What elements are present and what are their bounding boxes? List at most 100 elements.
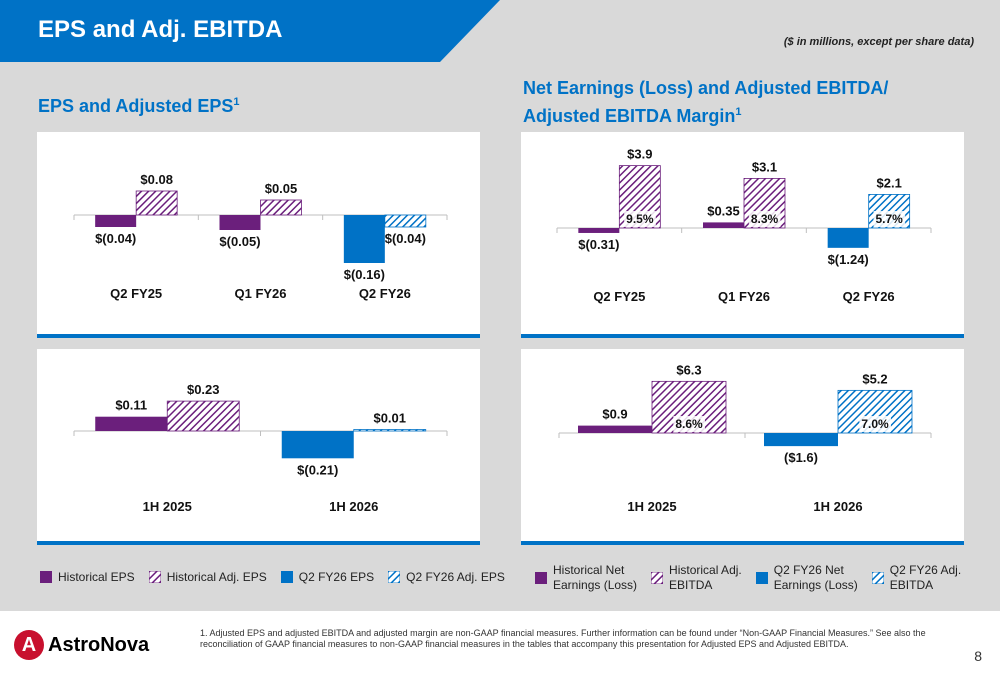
- page-number: 8: [974, 648, 982, 664]
- title-bar: [0, 0, 500, 62]
- category-label: Q1 FY26: [718, 289, 770, 304]
- category-label: 1H 2025: [143, 499, 192, 514]
- margin-label-bg: [873, 211, 906, 227]
- legend-item: Q2 FY26 Adj. EBITDA: [871, 563, 961, 593]
- legend-label: Historical Adj. EBITDA: [669, 563, 742, 593]
- legend-label-line2: Earnings (Loss): [553, 578, 638, 592]
- company-logo: A AstroNova: [14, 630, 149, 660]
- category-label: Q2 FY25: [110, 286, 162, 301]
- eps-legend: Historical EPS Historical Adj. EPS Q2 FY26…: [40, 570, 519, 584]
- category-label: Q2 FY26: [843, 289, 895, 304]
- margin-label: 8.3%: [751, 212, 779, 226]
- legend-item: Q2 FY26 EPS: [280, 570, 375, 584]
- logo-mark-icon: A: [14, 630, 44, 660]
- legend-label: Q2 FY26 Adj. EBITDA: [890, 563, 961, 593]
- ebitda-legend: Historical Net Earnings (Loss) Historical …: [535, 563, 975, 593]
- legend-item: Historical Adj. EPS: [148, 570, 267, 584]
- legend-item: Q2 FY26 Adj. EPS: [388, 570, 505, 584]
- data-label-adjusted: $0.01: [373, 411, 406, 426]
- legend-label-line1: Historical Adj.: [669, 563, 742, 577]
- margin-label-bg: [624, 211, 656, 227]
- data-label-adjusted: $5.2: [862, 371, 887, 386]
- data-label-reported: $(0.21): [297, 462, 338, 477]
- data-label-adjusted: $3.1: [752, 159, 777, 174]
- data-label-reported: ($1.6): [784, 450, 818, 465]
- ebitda-section-title-line2-text: Adjusted EBITDA Margin: [523, 106, 736, 126]
- category-label: 1H 2026: [813, 499, 862, 514]
- ebitda-section-title-sup: 1: [735, 106, 742, 118]
- legend-swatch-icon: [535, 572, 547, 584]
- units-note: ($ in millions, except per share data): [783, 36, 974, 48]
- data-label-adjusted: $0.05: [265, 181, 298, 196]
- legend-item: Historical Net Earnings (Loss): [535, 563, 637, 593]
- legend-swatch-icon: [148, 571, 161, 583]
- margin-label-bg: [748, 211, 781, 227]
- bar-reported: [827, 228, 869, 248]
- ebitda-section-title-line1: Net Earnings (Loss) and Adjusted EBITDA/: [523, 78, 889, 98]
- eps-section-title-sup: 1: [233, 96, 240, 108]
- ebitda-section-title-line2: Adjusted EBITDA Margin1: [523, 100, 888, 128]
- margin-label: 7.0%: [861, 417, 889, 431]
- eps-quarterly-panel: $(0.04) $0.08 Q2 FY25 $(0.05) $0.05 Q1 FY26 $(…: [37, 132, 480, 338]
- legend-item: Q2 FY26 Net Earnings (Loss): [755, 563, 858, 593]
- legend-label-line1: Historical Net: [553, 563, 625, 577]
- eps-section-title-text: EPS and Adjusted EPS: [38, 96, 234, 116]
- legend-swatch-icon: [871, 572, 884, 584]
- legend-label: Historical Net Earnings (Loss): [553, 563, 637, 593]
- legend-swatch-icon: [755, 572, 768, 584]
- legend-label: Q2 FY26 Adj. EPS: [406, 570, 505, 584]
- legend-label-line1: Q2 FY26 Adj.: [889, 563, 962, 577]
- bar-reported: [219, 215, 261, 230]
- legend-label-line2: Earnings (Loss): [773, 578, 858, 592]
- legend-label: Historical Adj. EPS: [166, 570, 267, 584]
- data-label-reported: $0.11: [115, 398, 147, 413]
- data-label-reported: $(0.31): [578, 237, 619, 252]
- margin-label: 5.7%: [875, 212, 903, 226]
- legend-label-line2: EBITDA: [889, 578, 934, 592]
- legend-swatch-icon: [40, 571, 52, 583]
- margin-label-bg: [673, 416, 706, 432]
- ebitda-halfyear-chart: $0.9 $6.3 8.6% 1H 2025 ($1.6) $5.2 7.0% 1H 2026: [558, 362, 932, 514]
- eps-quarterly-chart: $(0.04) $0.08 Q2 FY25 $(0.05) $0.05 Q1 FY26 $(…: [73, 172, 448, 301]
- data-label-adjusted: $0.08: [140, 172, 173, 187]
- legend-swatch-icon: [388, 571, 401, 583]
- legend-label: Q2 FY26 EPS: [298, 570, 375, 584]
- data-label-reported: $0.35: [707, 203, 740, 218]
- category-label: Q2 FY25: [593, 289, 645, 304]
- eps-halfyear-chart: $0.11 $0.23 1H 2025 $(0.21) $0.01 1H 2026: [73, 382, 448, 514]
- legend-label-line2: EBITDA: [669, 578, 713, 592]
- data-label-adjusted: $(0.04): [385, 231, 426, 246]
- bar-adjusted: [353, 429, 427, 432]
- category-label: 1H 2026: [329, 499, 378, 514]
- bar-reported: [764, 433, 838, 447]
- bar-adjusted: [166, 400, 240, 432]
- footnote: 1. Adjusted EPS and adjusted EBITDA and …: [200, 628, 926, 649]
- data-label-reported: $(0.05): [219, 234, 260, 249]
- legend-label-line1: Q2 FY26 Net: [773, 563, 844, 577]
- margin-label: 9.5%: [626, 212, 654, 226]
- eps-section-title: EPS and Adjusted EPS1: [38, 90, 240, 118]
- legend-label: Q2 FY26 Net Earnings (Loss): [774, 563, 858, 593]
- bar-reported: [578, 228, 620, 233]
- data-label-adjusted: $2.1: [877, 175, 902, 190]
- bar-adjusted: [135, 190, 178, 216]
- ebitda-quarterly-chart: $(0.31) $3.9 9.5% Q2 FY25 $0.35 $3.1 8.3% Q1 FY…: [556, 147, 932, 304]
- ebitda-section-title: Net Earnings (Loss) and Adjusted EBITDA/…: [523, 76, 888, 128]
- eps-halfyear-panel: $0.11 $0.23 1H 2025 $(0.21) $0.01 1H 2026: [37, 349, 480, 545]
- data-label-reported: $(1.24): [828, 252, 869, 267]
- data-label-adjusted: $6.3: [676, 362, 701, 377]
- margin-label-bg: [859, 416, 892, 432]
- logo-text: AstroNova: [48, 633, 150, 656]
- legend-swatch-icon: [651, 572, 664, 584]
- legend-item: Historical Adj. EBITDA: [651, 563, 742, 593]
- data-label-reported: $0.9: [602, 407, 627, 422]
- category-label: Q2 FY26: [359, 286, 411, 301]
- bar-reported: [703, 222, 744, 228]
- bar-reported: [95, 416, 168, 431]
- ebitda-quarterly-panel: $(0.31) $3.9 9.5% Q2 FY25 $0.35 $3.1 8.3% Q1 FY…: [521, 132, 964, 338]
- data-label-reported: $(0.16): [344, 267, 385, 282]
- category-label: Q1 FY26: [234, 286, 286, 301]
- page-title: EPS and Adj. EBITDA: [38, 16, 283, 43]
- data-label-reported: $(0.04): [95, 231, 136, 246]
- bar-adjusted: [260, 199, 302, 216]
